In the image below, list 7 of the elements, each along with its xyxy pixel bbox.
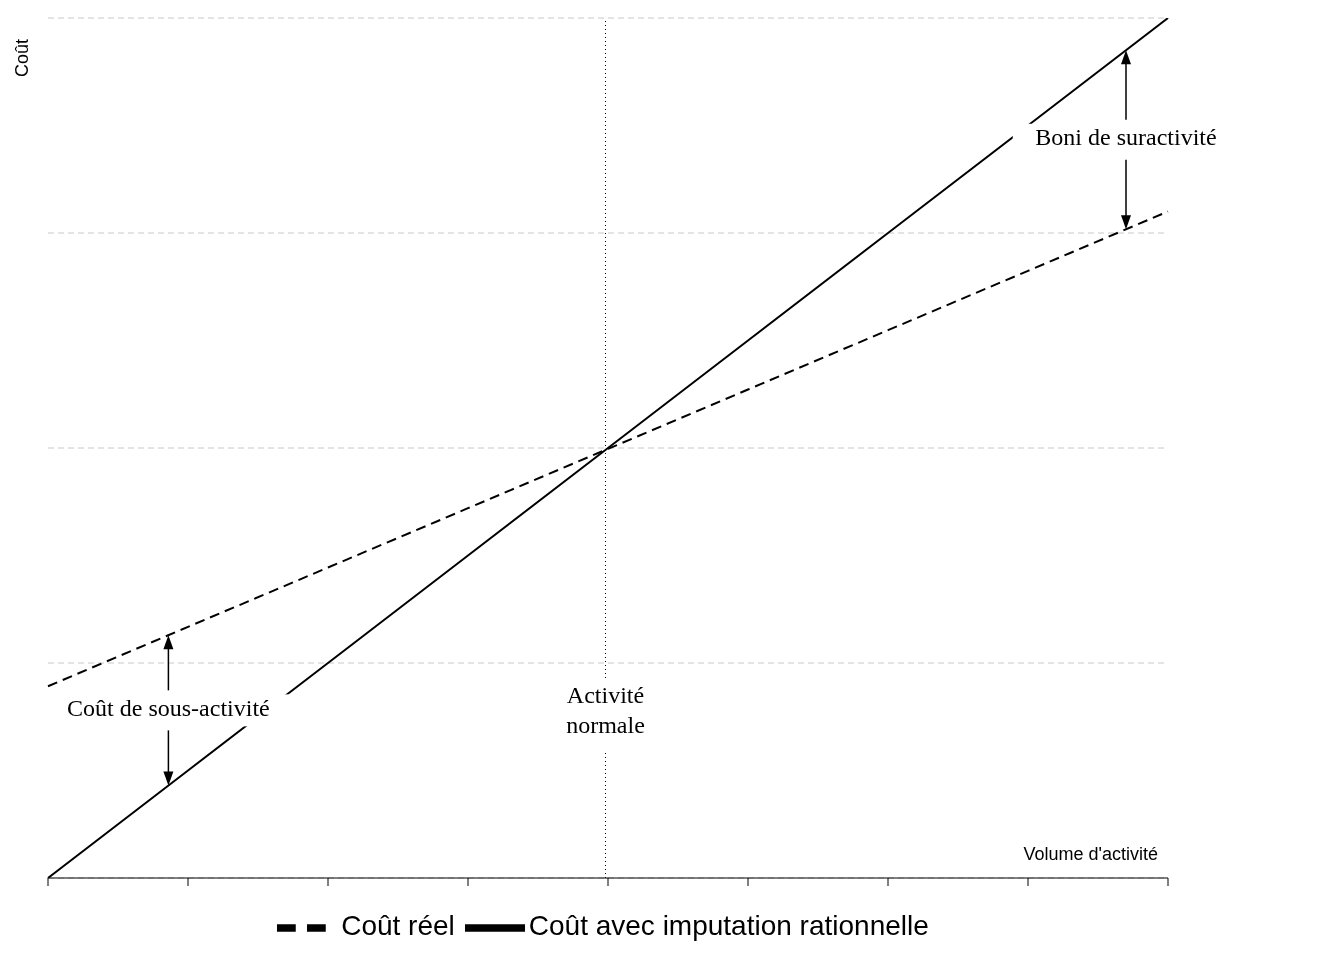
legend-label: Coût réel [341,910,455,942]
annotation: Boni de suractivité [1035,124,1217,151]
y-axis-title: Coût [12,38,32,78]
legend-label: Coût avec imputation rationnelle [528,910,929,942]
text: Activité normale [566,682,645,738]
x-axis-title: Volume d'activité [1023,844,1158,864]
annotation: Coût de sous-activité [67,694,270,721]
